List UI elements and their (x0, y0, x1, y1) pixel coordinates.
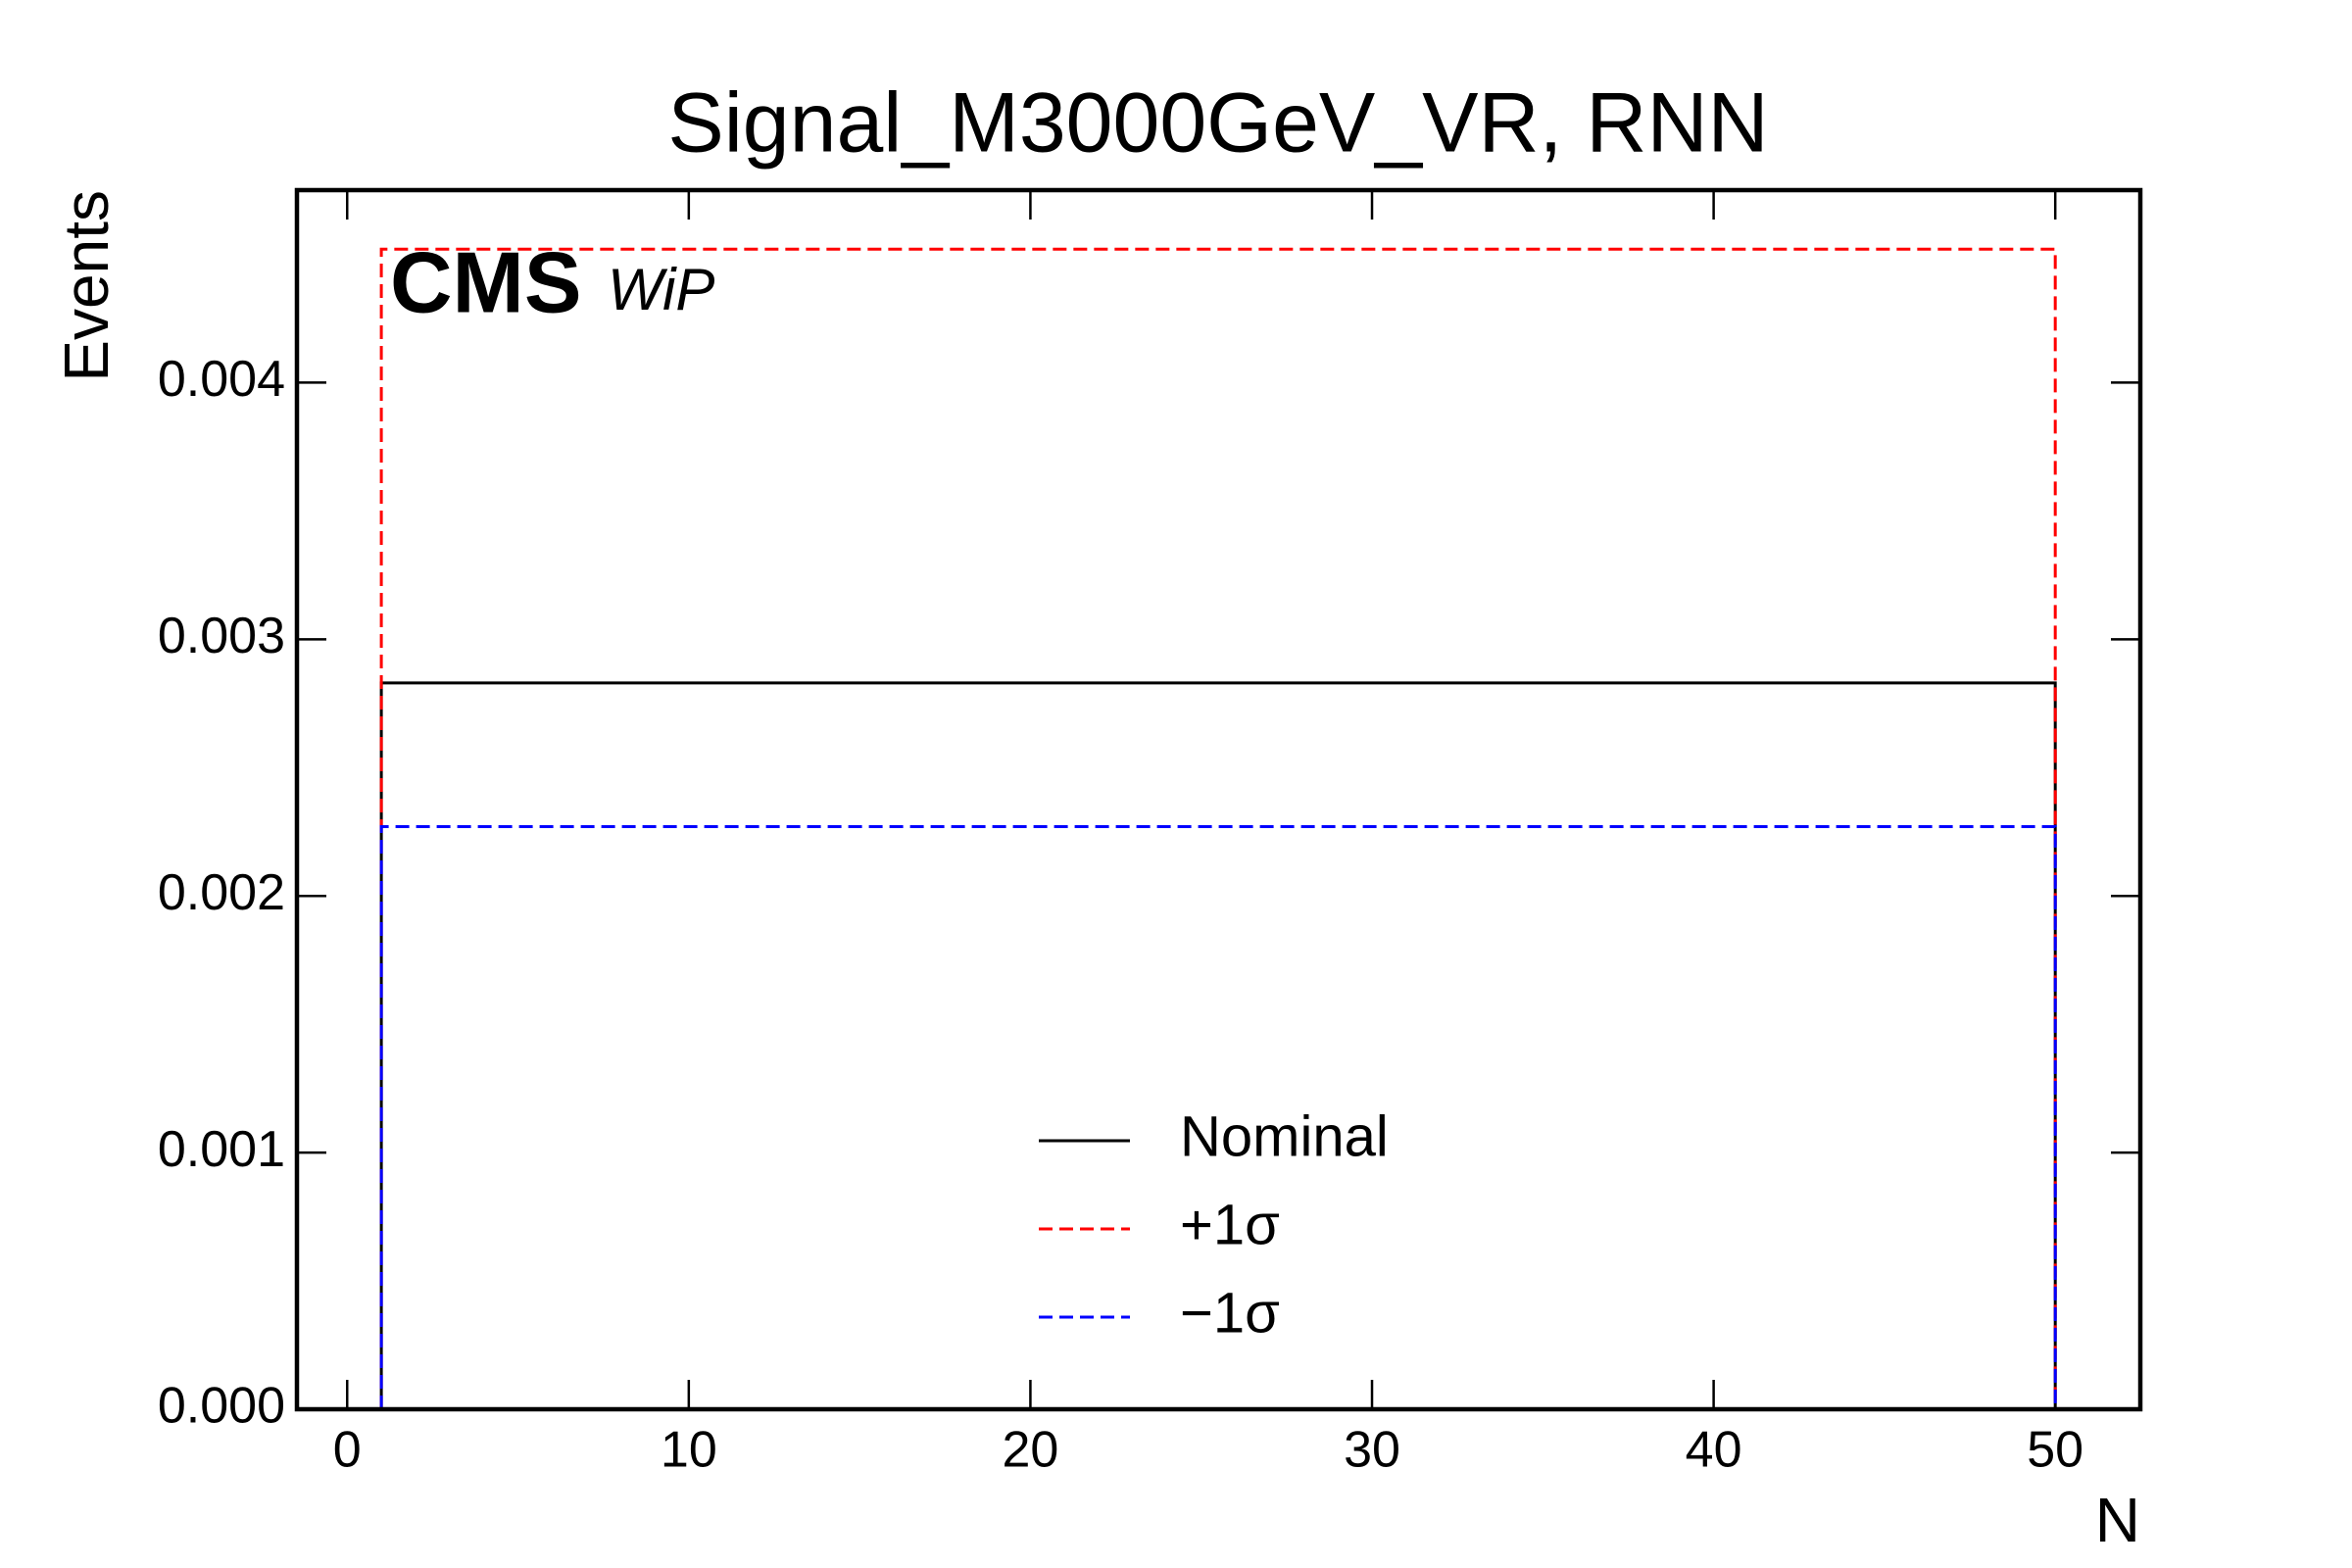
y-tick-label: 0.002 (158, 864, 285, 921)
x-tick-label: 40 (1686, 1422, 1742, 1479)
histogram-step (379, 824, 2057, 1409)
x-axis-label: N (2095, 1485, 2140, 1555)
y-tick-label: 0.001 (158, 1121, 285, 1178)
y-tick-label: 0.004 (158, 351, 285, 408)
legend-label: +1σ (1180, 1193, 1280, 1256)
x-tick-label: 20 (1003, 1422, 1059, 1479)
chart-title: Signal_M3000GeV_VR, RNN (667, 76, 1768, 171)
x-tick-label: 10 (661, 1422, 717, 1479)
x-tick-label: 50 (2027, 1422, 2083, 1479)
legend-label: Nominal (1180, 1104, 1389, 1168)
cms-extra: WiP (608, 257, 714, 322)
y-axis-label: Events (51, 190, 122, 382)
y-tick-label: 0.003 (158, 608, 285, 664)
y-tick-label: 0.000 (158, 1378, 285, 1435)
legend-label: −1σ (1180, 1281, 1280, 1345)
x-tick-label: 0 (333, 1422, 362, 1479)
plot-frame (294, 187, 2143, 1412)
x-tick-label: 30 (1344, 1422, 1400, 1479)
